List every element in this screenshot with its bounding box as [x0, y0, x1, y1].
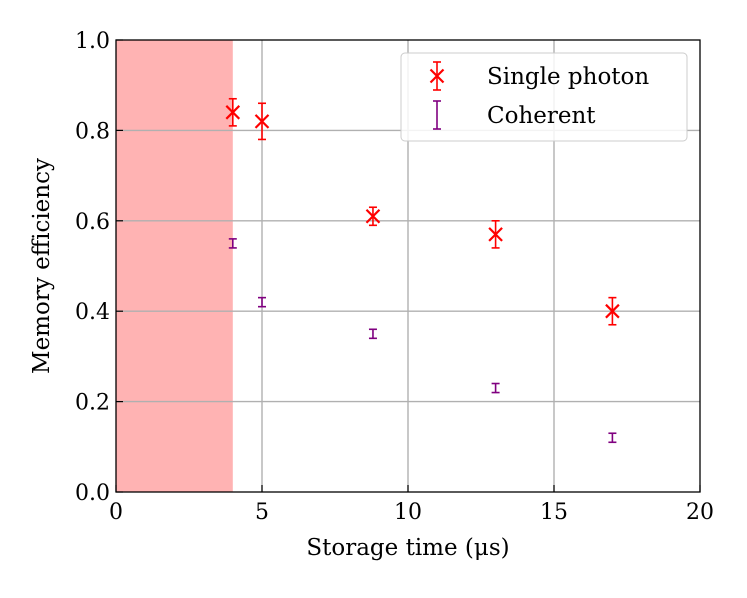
- axis-ticks: [115, 39, 701, 493]
- y-tick-label: 0.0: [75, 481, 110, 506]
- data-point: [228, 238, 237, 249]
- legend-label-coherent: Coherent: [487, 103, 596, 129]
- data-point: [491, 382, 500, 394]
- point-marker: [225, 105, 241, 120]
- point-marker: [254, 114, 270, 129]
- legend: Single photon Coherent: [400, 52, 688, 142]
- x-tick-label: 20: [686, 500, 714, 525]
- data-point: [605, 296, 620, 326]
- series-single-photon: [225, 97, 620, 326]
- data-point: [608, 432, 617, 444]
- x-tick-label: 0: [109, 500, 123, 525]
- data-point: [488, 220, 503, 249]
- legend-marker: [429, 68, 445, 84]
- point-marker: [365, 209, 381, 224]
- point-marker: [605, 303, 620, 319]
- plot-area: [116, 40, 233, 492]
- series-coherent: [228, 238, 617, 444]
- tick-labels: 0 5 10 15 20 0.0 0.2 0.4 0.6 0.8 1.0: [75, 29, 714, 525]
- data-point: [258, 296, 266, 308]
- legend-label-single-photon: Single photon: [487, 64, 649, 90]
- x-tick-label: 10: [394, 500, 422, 525]
- data-point: [254, 102, 270, 141]
- x-tick-label: 15: [540, 500, 568, 525]
- y-tick-label: 0.8: [75, 119, 110, 144]
- y-tick-label: 0.6: [75, 210, 110, 235]
- x-axis-label: Storage time (μs): [306, 535, 509, 561]
- shaded-region: [116, 40, 233, 492]
- data-layer: [225, 97, 620, 444]
- data-point: [365, 206, 381, 227]
- legend-box: [400, 52, 688, 142]
- y-axis-label: Memory efficiency: [29, 158, 55, 374]
- data-point: [225, 97, 241, 127]
- legend-marker-coherent: [433, 100, 441, 130]
- y-tick-label: 0.4: [75, 300, 110, 325]
- y-tick-label: 0.2: [75, 391, 110, 416]
- point-marker: [488, 227, 503, 242]
- x-tick-label: 5: [255, 500, 269, 525]
- data-point: [368, 328, 377, 340]
- legend-marker-single-photon: [429, 61, 445, 91]
- y-tick-label: 1.0: [75, 29, 110, 54]
